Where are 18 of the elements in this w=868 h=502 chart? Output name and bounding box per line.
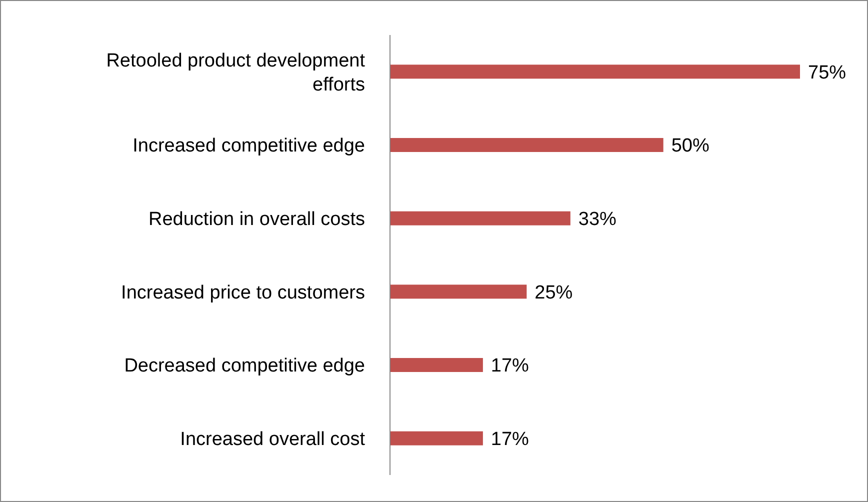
bar: [390, 284, 527, 299]
bar: [390, 64, 800, 79]
bar: [390, 138, 664, 152]
data-label: 17%: [490, 356, 530, 377]
data-label: 25%: [534, 282, 573, 304]
bar: [390, 431, 483, 446]
data-label: 17%: [490, 428, 530, 450]
bar: [390, 358, 483, 372]
y-tick-label: Increased price to customers: [121, 282, 365, 304]
y-tick-label: Retooled product development efforts: [106, 50, 366, 96]
y-tick-label: Reduction in overall costs: [148, 208, 365, 230]
data-label: 33%: [578, 208, 617, 230]
bar: [390, 211, 570, 226]
y-tick-label: Decreased competitive edge: [124, 356, 365, 377]
data-label: 50%: [671, 136, 710, 157]
y-tick-label: Increased overall cost: [180, 428, 366, 450]
y-tick-label: Increased competitive edge: [132, 136, 365, 157]
data-label: 75%: [808, 62, 846, 84]
